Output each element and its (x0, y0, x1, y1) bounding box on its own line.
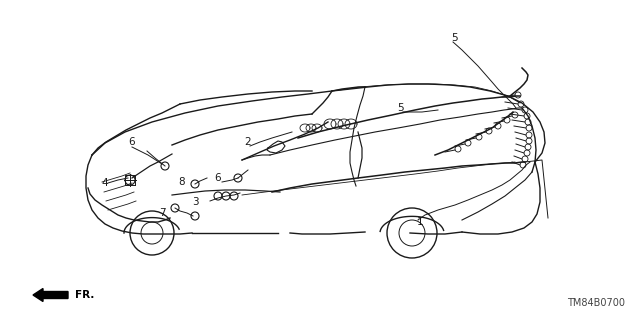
Text: 8: 8 (179, 177, 186, 187)
Text: 6: 6 (214, 173, 221, 183)
Text: 2: 2 (244, 137, 252, 147)
Text: 5: 5 (452, 33, 458, 43)
Text: 6: 6 (129, 137, 135, 147)
FancyArrow shape (33, 288, 68, 301)
Text: 7: 7 (159, 208, 165, 218)
Text: 3: 3 (192, 197, 198, 207)
Text: 4: 4 (102, 178, 108, 188)
Text: FR.: FR. (75, 290, 94, 300)
Text: 5: 5 (397, 103, 403, 113)
Text: 1: 1 (417, 217, 423, 227)
Text: TM84B0700: TM84B0700 (567, 298, 625, 308)
